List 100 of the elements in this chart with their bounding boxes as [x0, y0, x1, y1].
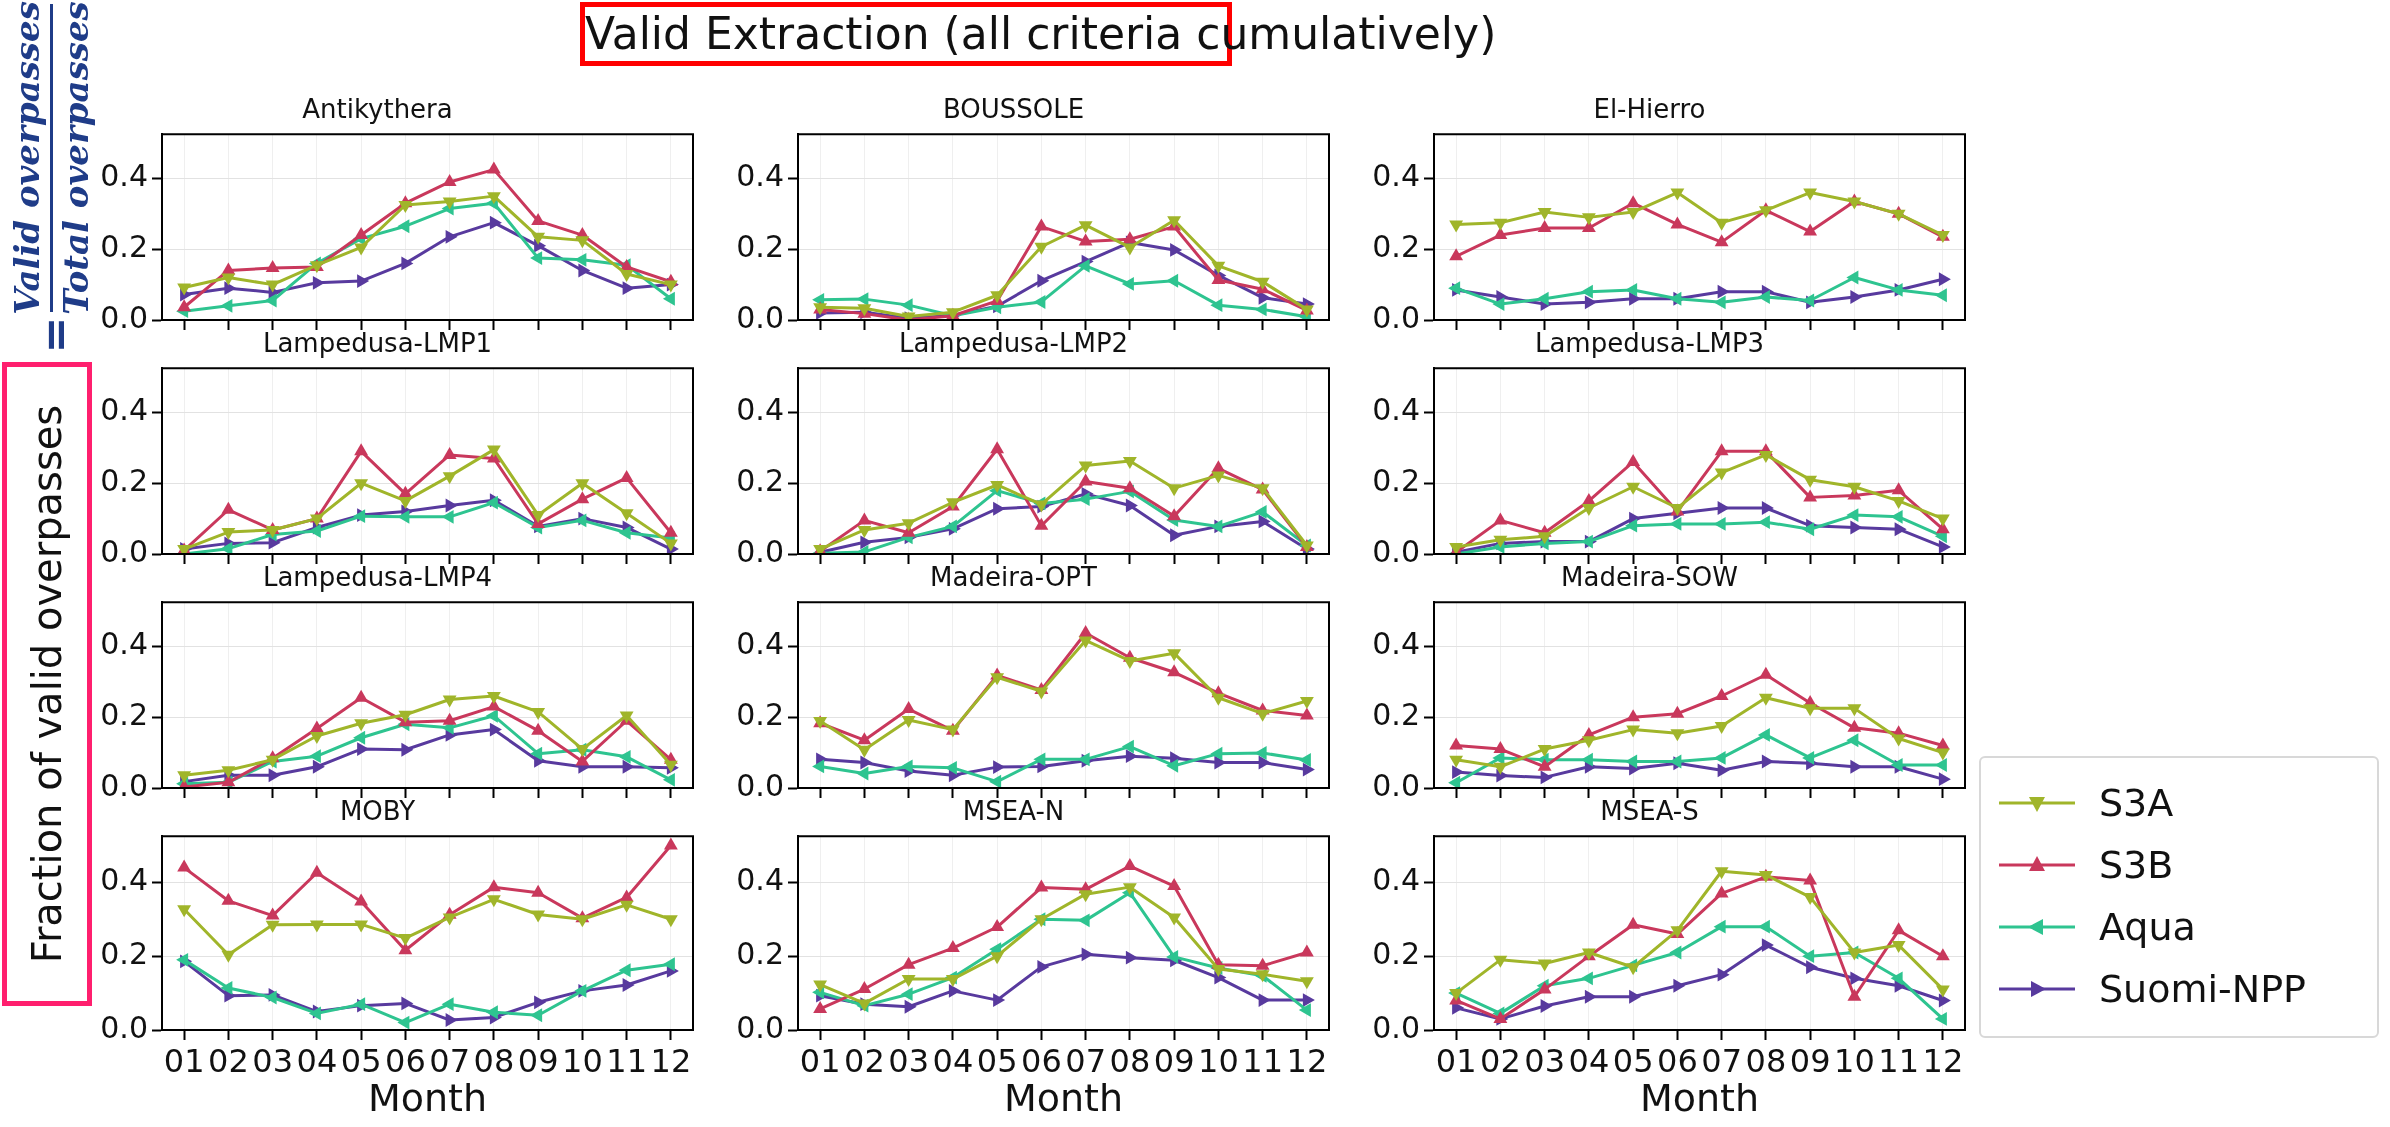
y-tick-label: 0.4 — [100, 862, 148, 898]
y-tick-label: 0.2 — [736, 229, 784, 265]
point — [1670, 705, 1685, 718]
point — [1761, 754, 1774, 769]
point — [900, 298, 913, 313]
point — [1081, 947, 1094, 962]
point — [857, 981, 872, 994]
point — [445, 1013, 458, 1027]
x-tick-label: 11 — [1878, 1041, 1919, 1080]
point — [1166, 273, 1179, 288]
point — [1847, 719, 1862, 732]
point — [618, 963, 631, 978]
chart-title: Lampedusa-LMP1 — [262, 328, 493, 359]
y-tick-label: 0.2 — [100, 463, 148, 499]
x-tick-label: 02 — [1480, 1041, 1521, 1080]
y-tick-label: 0.4 — [100, 626, 148, 662]
y-tick-label: 0.2 — [100, 229, 148, 265]
y-tick-label: 0.0 — [100, 1009, 148, 1045]
y-axis-title: Fraction of valid overpasses — [2, 362, 92, 1006]
point — [1452, 765, 1465, 779]
point — [901, 956, 916, 969]
x-tick-label: 12 — [650, 1041, 692, 1080]
chart-title: Lampedusa-LMP2 — [898, 328, 1129, 359]
x-tick-label: 09 — [1153, 1041, 1195, 1080]
point — [354, 443, 369, 456]
chart-title: MSEA-S — [1600, 796, 1699, 827]
point — [398, 942, 413, 955]
point — [442, 446, 457, 459]
point — [401, 996, 414, 1011]
x-tick-label: 03 — [252, 1041, 293, 1080]
y-tick-label: 0.2 — [736, 463, 784, 499]
point — [1625, 754, 1638, 769]
y-tick-label: 0.4 — [100, 392, 148, 428]
x-tick-label: 10 — [1198, 1041, 1239, 1080]
point — [1802, 750, 1815, 765]
point — [1302, 993, 1315, 1008]
x-tick-label: 12 — [1286, 1041, 1328, 1080]
point — [1125, 950, 1138, 965]
point — [1122, 858, 1137, 871]
y-tick-label: 0.4 — [1372, 626, 1420, 662]
y-tick-label: 0.0 — [1372, 767, 1420, 803]
point — [486, 879, 501, 892]
x-tick-label: 09 — [517, 1041, 559, 1080]
point — [1714, 687, 1729, 700]
point — [1077, 258, 1090, 273]
point — [1033, 295, 1046, 309]
x-tick-label: 02 — [208, 1041, 249, 1080]
point — [619, 889, 634, 902]
point — [1078, 233, 1093, 246]
point — [1258, 993, 1271, 1008]
point — [177, 859, 192, 872]
point — [221, 501, 236, 514]
y-tick-label: 0.2 — [1372, 697, 1420, 733]
chart-title: Lampedusa-LMP3 — [1534, 328, 1765, 359]
x-tick-label: 04 — [932, 1041, 974, 1080]
x-tick-label: 03 — [1524, 1041, 1565, 1080]
y-tick-label: 0.4 — [1372, 392, 1420, 428]
x-tick-label: 10 — [562, 1041, 603, 1080]
x-tick-label: 10 — [1834, 1041, 1875, 1080]
point — [1122, 231, 1137, 244]
point — [1254, 302, 1267, 317]
y-tick-label: 0.0 — [100, 299, 148, 335]
y-tick-label: 0.4 — [100, 158, 148, 194]
y-tick-label: 0.2 — [736, 935, 784, 971]
point — [531, 884, 546, 897]
point — [663, 837, 678, 850]
y-tick-label: 0.0 — [736, 299, 784, 335]
point — [900, 987, 913, 1002]
point — [1626, 709, 1641, 722]
x-tick-label: 03 — [888, 1041, 929, 1080]
y-tick-label: 0.2 — [1372, 229, 1420, 265]
point — [309, 864, 324, 877]
text: Valid overpasses — [7, 0, 47, 317]
y-tick-label: 0.4 — [736, 392, 784, 428]
y-tick-label: 0.0 — [100, 533, 148, 569]
point — [618, 525, 631, 540]
point — [1211, 272, 1226, 285]
point — [1255, 957, 1270, 970]
point — [1934, 758, 1947, 772]
y-tick-label: 0.0 — [100, 767, 148, 803]
point — [445, 498, 458, 513]
y-tick-label: 0.0 — [736, 1009, 784, 1045]
text: = — [29, 316, 80, 354]
y-tick-label: 0.2 — [100, 935, 148, 971]
legend-label: S3B — [2099, 843, 2174, 887]
chart-title: MSEA-N — [962, 796, 1065, 827]
legend-label: Suomi-NPP — [2099, 967, 2306, 1011]
x-tick-label: 01 — [1435, 1041, 1477, 1080]
x-tick-label: 01 — [163, 1041, 205, 1080]
point — [990, 919, 1005, 932]
point — [530, 1008, 543, 1023]
point — [1299, 944, 1314, 957]
point — [1890, 758, 1903, 772]
point — [945, 940, 960, 953]
chart-title: Lampedusa-LMP4 — [262, 562, 493, 593]
point — [1034, 218, 1049, 231]
y-tick-label: 0.4 — [736, 862, 784, 898]
x-tick-label: 01 — [799, 1041, 841, 1080]
point — [574, 513, 587, 528]
y-tick-label: 0.4 — [736, 158, 784, 194]
